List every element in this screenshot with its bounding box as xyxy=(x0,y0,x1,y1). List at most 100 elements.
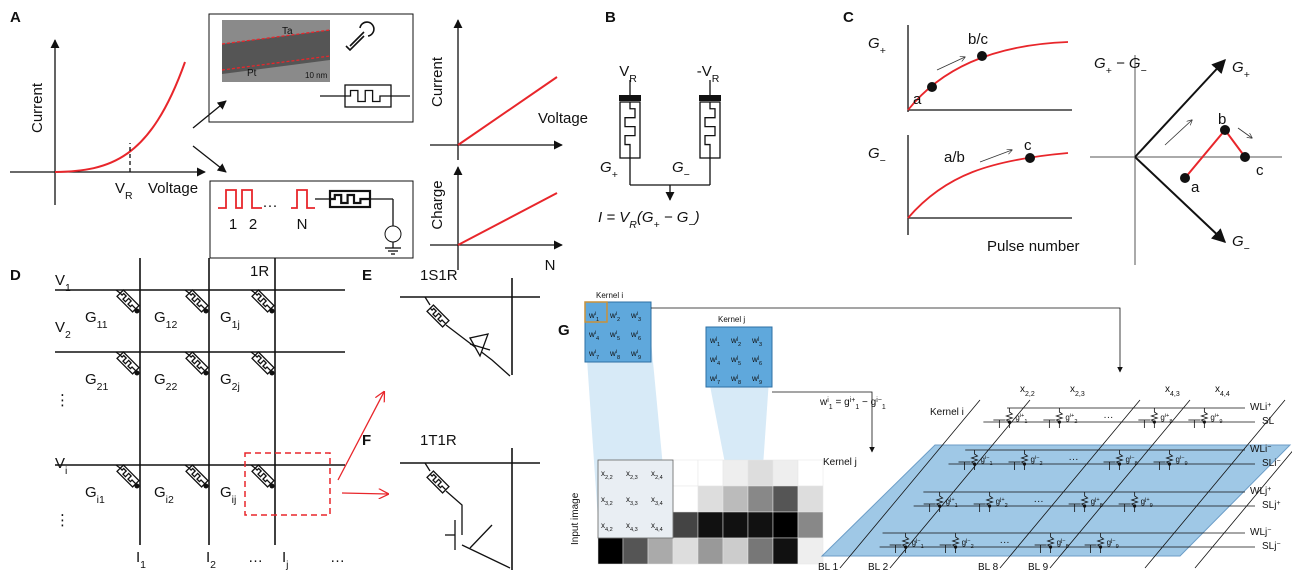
text-sup: i xyxy=(827,397,829,404)
panel-title: 1R xyxy=(250,263,269,280)
point xyxy=(1008,420,1011,423)
pixel xyxy=(648,538,673,564)
text-sub: 8 xyxy=(1100,503,1103,509)
input-label: x4,3 xyxy=(1165,384,1180,398)
text-sub: + xyxy=(880,45,886,57)
axis-label: G+ xyxy=(868,35,886,57)
weight-equation: wi1 = gi+1 − gi−1 xyxy=(819,397,886,411)
memristor xyxy=(427,305,449,327)
panel-label: G xyxy=(558,322,570,339)
text-sup: − xyxy=(1267,444,1271,451)
point-label: a xyxy=(1191,179,1200,196)
text-base: − G xyxy=(1112,55,1141,72)
text-sub: 1 xyxy=(1024,419,1027,425)
panel-label: C xyxy=(843,9,854,26)
text-sub: 7 xyxy=(596,355,599,361)
text-base: G xyxy=(1094,55,1106,72)
text-sub: 9 xyxy=(1184,461,1187,467)
bit-line-label: BL 9 xyxy=(1028,562,1049,572)
conductance-label: G− xyxy=(672,159,690,181)
conductance-label: G11 xyxy=(85,309,108,331)
line xyxy=(1238,128,1252,138)
axis-label: Pulse number xyxy=(987,238,1080,255)
text-base: − G xyxy=(660,209,689,226)
text-sub: 2,3 xyxy=(630,475,638,481)
text-sub: 4,2 xyxy=(605,527,613,533)
text-base: − g xyxy=(859,397,876,408)
line xyxy=(338,392,384,480)
text-base: G xyxy=(85,371,97,388)
text-sub: 4,3 xyxy=(630,527,638,533)
conductance-label: G22 xyxy=(154,371,178,393)
path xyxy=(1185,130,1245,178)
text-sub: 2 xyxy=(1005,503,1008,509)
panel-label: B xyxy=(605,9,616,26)
point xyxy=(1023,462,1026,465)
column-label: … xyxy=(330,549,345,566)
capacitor xyxy=(385,226,401,242)
text-base: G xyxy=(220,309,232,326)
text-sub: 9 xyxy=(638,355,641,361)
text-sub: 2,2 xyxy=(1025,391,1035,398)
line xyxy=(458,193,557,245)
axis-label: N xyxy=(545,257,556,274)
text-sub: 21 xyxy=(97,381,109,393)
point xyxy=(1118,462,1121,465)
pixel xyxy=(598,538,623,564)
text-sub: 2,4 xyxy=(655,475,663,481)
pixel xyxy=(798,460,823,486)
text-base: V xyxy=(115,180,125,197)
text-part: G xyxy=(1094,55,1106,72)
text-base: G xyxy=(85,484,97,501)
text-sub: 4 xyxy=(596,336,599,342)
text-base: G xyxy=(220,371,232,388)
point xyxy=(270,484,275,489)
text-base: G xyxy=(1232,59,1244,76)
electrode xyxy=(619,95,641,101)
memristor xyxy=(252,290,274,312)
point xyxy=(135,309,140,314)
text-base: G xyxy=(868,145,880,162)
conductance-label: G21 xyxy=(85,371,109,393)
text-base: V xyxy=(55,455,65,472)
text-sub: 4,4 xyxy=(1220,391,1230,398)
text-part: − g xyxy=(859,397,876,408)
row-label: Vi xyxy=(55,455,67,477)
line xyxy=(425,297,430,305)
panel-label: E xyxy=(362,267,372,284)
conductance-label: G2j xyxy=(220,371,240,393)
point xyxy=(1049,545,1052,548)
electrode xyxy=(699,95,721,101)
text-sub: 5 xyxy=(617,336,620,342)
pulse-label: ··· xyxy=(263,197,278,214)
pixel xyxy=(798,538,823,564)
text-sub: 1 xyxy=(921,544,924,550)
text-base: (G xyxy=(637,209,654,226)
pixel xyxy=(698,460,723,486)
text-sub: 3,3 xyxy=(630,501,638,507)
point xyxy=(973,462,976,465)
memristor xyxy=(620,102,640,158)
pixel xyxy=(623,538,648,564)
axis-label: Voltage xyxy=(538,110,588,127)
text-sub: + xyxy=(1244,69,1250,81)
pixel xyxy=(748,460,773,486)
text-base: V xyxy=(55,272,65,289)
pixel xyxy=(698,486,723,512)
memristor xyxy=(186,290,208,312)
text-sub: 9 xyxy=(1150,503,1153,509)
vector-label: G+ xyxy=(1232,59,1250,81)
row-label: ⋮ xyxy=(55,512,70,529)
text-base: G xyxy=(154,309,166,326)
text-base: V xyxy=(619,63,629,80)
text-sub: + xyxy=(612,169,618,181)
kernel-title: Kernel i xyxy=(596,291,623,300)
text-sub: 1 xyxy=(989,461,992,467)
text-sub: i xyxy=(65,465,67,477)
point xyxy=(1240,152,1250,162)
vr-label: VR xyxy=(115,180,133,202)
bit-line-label: BL 8 xyxy=(978,562,999,572)
text-sub: 2 xyxy=(738,342,741,348)
text-sub: 7 xyxy=(717,380,720,386)
point xyxy=(1099,545,1102,548)
